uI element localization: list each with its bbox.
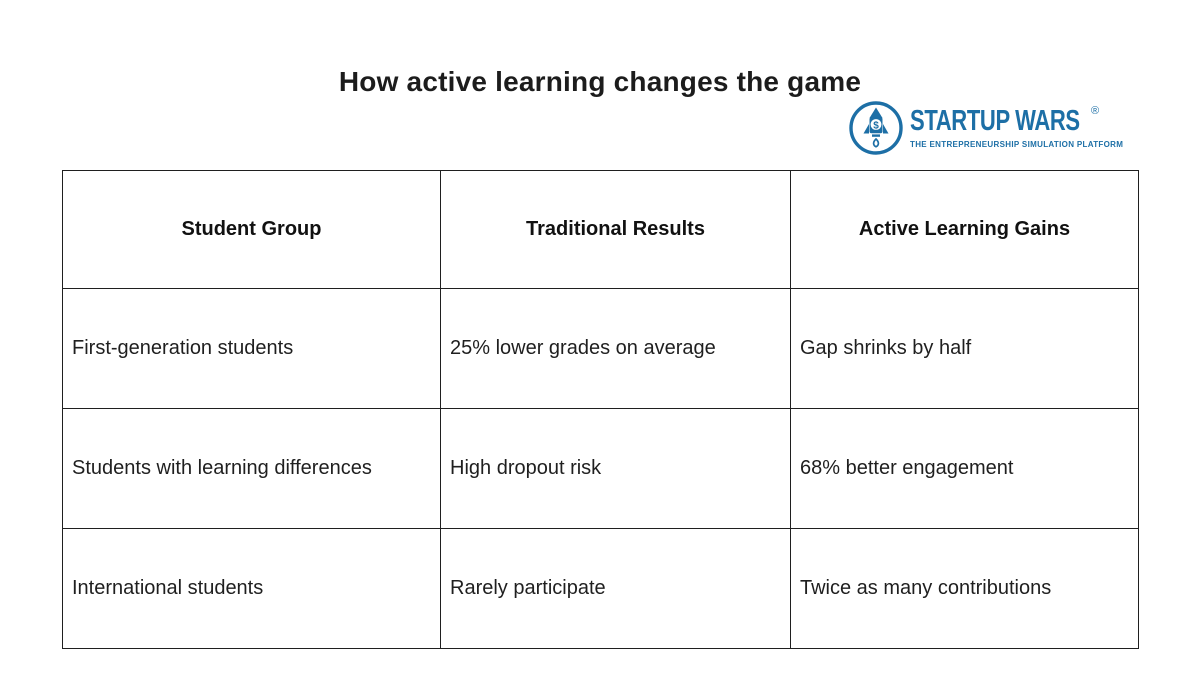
brand-tagline: THE ENTREPRENEURSHIP SIMULATION PLATFORM: [910, 140, 1124, 149]
table-cell: Gap shrinks by half: [790, 288, 1139, 409]
startup-wars-logo: $ STARTUP WARS ® THE ENTREPRENEURSHIP SI…: [848, 99, 1124, 157]
column-header-traditional-results: Traditional Results: [440, 170, 791, 289]
table-row: Students with learning differences High …: [62, 408, 1139, 529]
brand-wordmark: STARTUP WARS: [910, 105, 1080, 137]
page-title: How active learning changes the game: [338, 66, 862, 97]
table-cell: International students: [62, 528, 441, 649]
table-cell: 25% lower grades on average: [440, 288, 791, 409]
brand-wordmark-row: STARTUP WARS ®: [910, 105, 1106, 137]
table-cell: 68% better engagement: [790, 408, 1139, 529]
registered-trademark-mark: ®: [1091, 105, 1100, 117]
column-header-active-learning-gains: Active Learning Gains: [790, 170, 1139, 289]
comparison-table: Student Group Traditional Results Active…: [62, 170, 1139, 649]
rocket-dollar-icon: $: [848, 99, 904, 157]
table-cell: Rarely participate: [440, 528, 791, 649]
column-header-student-group: Student Group: [62, 170, 441, 289]
table-cell: Students with learning differences: [62, 408, 441, 529]
table-row: First-generation students 25% lower grad…: [62, 288, 1139, 409]
logo-text-block: STARTUP WARS ® THE ENTREPRENEURSHIP SIMU…: [910, 105, 1124, 149]
header-row: Student Group Traditional Results Active…: [62, 170, 1139, 289]
table-row: International students Rarely participat…: [62, 528, 1139, 649]
table-cell: First-generation students: [62, 288, 441, 409]
table-cell: High dropout risk: [440, 408, 791, 529]
dollar-glyph: $: [873, 120, 879, 131]
table-cell: Twice as many contributions: [790, 528, 1139, 649]
